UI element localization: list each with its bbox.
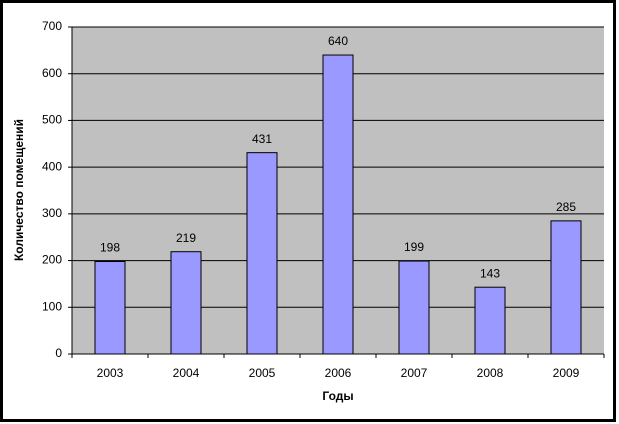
x-tick-label: 2004 xyxy=(173,366,200,380)
bar xyxy=(474,286,506,355)
data-label: 198 xyxy=(100,241,120,255)
data-label: 285 xyxy=(556,200,576,214)
y-axis-label: Количество помещений xyxy=(12,119,26,261)
y-tick-label: 700 xyxy=(42,19,62,33)
x-axis-label: Годы xyxy=(322,389,353,403)
x-tick-label: 2007 xyxy=(401,366,428,380)
data-label: 199 xyxy=(404,240,424,254)
x-tick-label: 2005 xyxy=(249,366,276,380)
bar xyxy=(170,251,202,355)
x-tick-label: 2006 xyxy=(325,366,352,380)
y-tick-label: 200 xyxy=(42,253,62,267)
bar xyxy=(550,220,582,355)
bar xyxy=(322,54,354,355)
bar xyxy=(94,261,126,355)
data-label: 143 xyxy=(480,266,500,280)
x-tick-label: 2008 xyxy=(477,366,504,380)
bar xyxy=(398,260,430,355)
y-tick-label: 400 xyxy=(42,159,62,173)
data-label: 640 xyxy=(328,34,348,48)
bar xyxy=(246,152,278,355)
y-tick-label: 500 xyxy=(42,113,62,127)
y-tick-label: 600 xyxy=(42,66,62,80)
x-tick-label: 2009 xyxy=(553,366,580,380)
x-tick-label: 2003 xyxy=(97,366,124,380)
y-tick-label: 100 xyxy=(42,299,62,313)
y-tick-label: 0 xyxy=(55,346,62,360)
y-tick-label: 300 xyxy=(42,206,62,220)
data-label: 431 xyxy=(252,132,272,146)
data-label: 219 xyxy=(176,231,196,245)
